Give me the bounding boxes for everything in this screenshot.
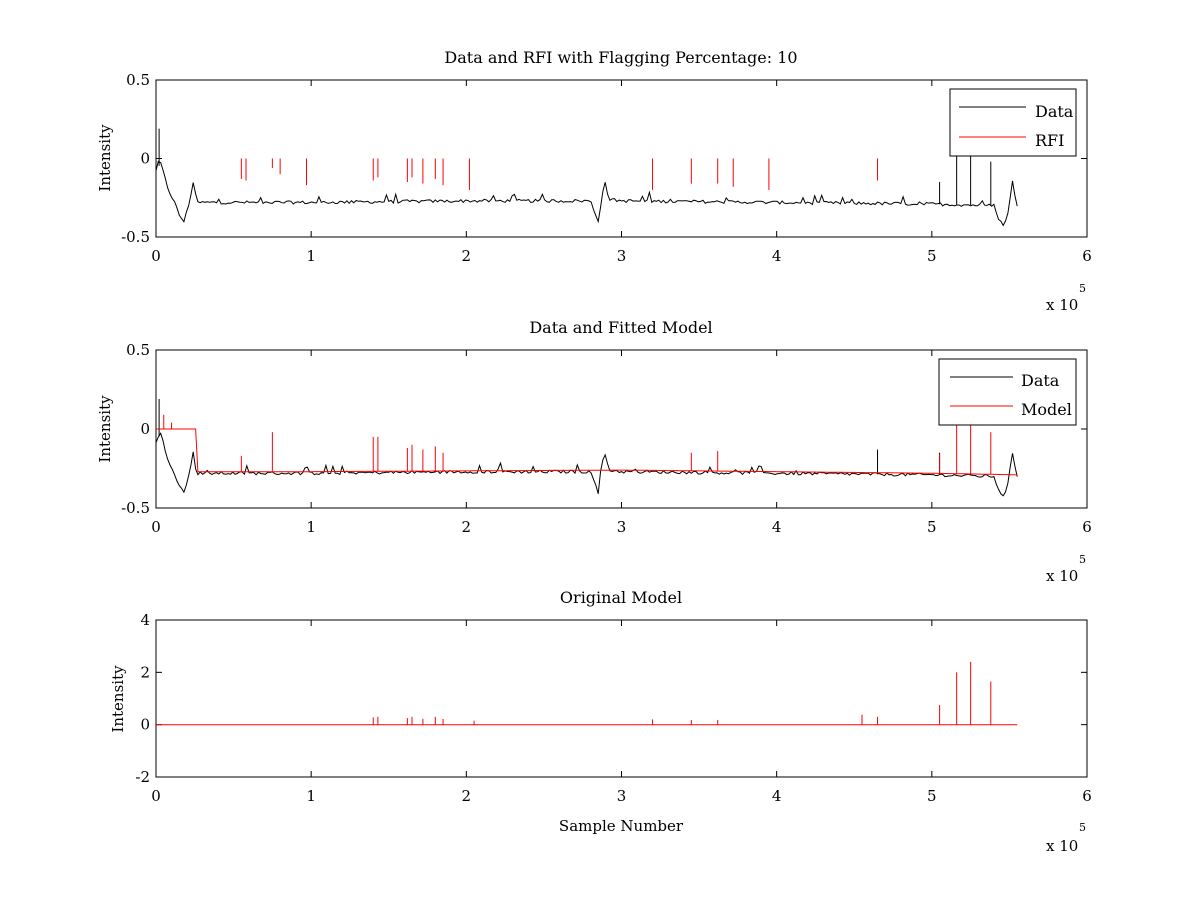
panel-1-xtick-label: 2 — [462, 247, 472, 265]
panel-3-xtick-label: 0 — [151, 787, 161, 805]
panel-2-legend-box — [938, 358, 1077, 426]
panel-2-ytick-label: 0.5 — [126, 341, 150, 359]
panel-3-ytick-label: 0 — [140, 716, 150, 734]
panel-2-series-group — [156, 398, 1018, 497]
panel-3-ytick-label: 4 — [140, 611, 150, 629]
panel-2-ytick-label: -0.5 — [121, 499, 150, 517]
panel-1: Data and RFI with Flagging Percentage: 1… — [96, 48, 1092, 314]
panel-2-xtick-label: 5 — [927, 518, 937, 536]
panel-2-x-exponent: 5 — [1079, 553, 1086, 566]
panel-3-ytick-label: -2 — [135, 768, 150, 786]
panel-3-xtick-label: 4 — [772, 787, 782, 805]
panel-1-series-group — [156, 128, 1018, 227]
panel-3-xtick-label: 1 — [306, 787, 316, 805]
panel-1-axes-box — [155, 79, 1088, 238]
panel-1-xtick-label: 4 — [772, 247, 782, 265]
panel-1-legend-label-data: Data — [1035, 102, 1074, 121]
panel-1-x-multiplier: x 10 — [1046, 296, 1078, 314]
panel-2-xtick-label: 2 — [462, 518, 472, 536]
panel-1-ylabel: Intensity — [96, 124, 114, 192]
panel-1-series-data-line — [156, 160, 1018, 227]
panel-3-x-multiplier: x 10 — [1046, 837, 1078, 855]
panel-2-title: Data and Fitted Model — [529, 318, 712, 337]
panel-1-ytick-label: 0 — [140, 150, 150, 168]
panel-3-xtick-label: 2 — [462, 787, 472, 805]
panel-2-xtick-label: 1 — [306, 518, 316, 536]
panel-2-xtick-label: 4 — [772, 518, 782, 536]
panel-3-xtick-label: 6 — [1082, 787, 1092, 805]
panel-1-xtick-label: 0 — [151, 247, 161, 265]
panel-1-title: Data and RFI with Flagging Percentage: 1… — [444, 48, 797, 67]
panel-1-ytick-label: -0.5 — [121, 228, 150, 246]
panel-2-ytick-label: 0 — [140, 420, 150, 438]
panel-1-plot: 0 1 2 3 4 5 6-0.500.5 — [121, 71, 1092, 265]
panel-2-axes-box — [155, 349, 1088, 509]
panel-2-xtick-label: 3 — [617, 518, 627, 536]
panel-3-xtick-label: 3 — [617, 787, 627, 805]
panel-2-xtick-label: 6 — [1082, 518, 1092, 536]
panel-2-legend-label-data: Data — [1021, 371, 1060, 390]
panel-2-x-multiplier: x 10 — [1046, 567, 1078, 585]
panel-2-legend-label-model: Model — [1021, 400, 1072, 419]
panel-1-legend-box — [949, 88, 1077, 157]
panel-1-ytick-label: 0.5 — [126, 71, 150, 89]
panel-1-xtick-label: 1 — [306, 247, 316, 265]
panel-3-title: Original Model — [560, 588, 682, 607]
panel-1-xtick-label: 5 — [927, 247, 937, 265]
panel-1-legend-label-rfi: RFI — [1035, 131, 1064, 150]
panel-2-legend: Data Model — [938, 358, 1077, 426]
panel-2-ylabel: Intensity — [96, 395, 114, 463]
panel-3-axes-box — [155, 619, 1088, 778]
panel-1-xtick-label: 3 — [617, 247, 627, 265]
panel-3-series-group — [156, 661, 1018, 726]
panel-2-plot: 0 1 2 3 4 5 6-0.500.5 — [121, 341, 1092, 536]
panel-2-series-model-line — [156, 428, 1018, 476]
panel-2-xtick-label: 0 — [151, 518, 161, 536]
panel-3-ylabel: Intensity — [109, 665, 127, 733]
panel-3-xtick-label: 5 — [927, 787, 937, 805]
panel-3-xlabel: Sample Number — [559, 817, 684, 835]
panel-1-x-exponent: 5 — [1079, 282, 1086, 295]
panel-1-xtick-label: 6 — [1082, 247, 1092, 265]
panel-3-ytick-label: 2 — [140, 663, 150, 681]
panel-3-x-exponent: 5 — [1079, 821, 1086, 834]
panel-1-legend: Data RFI — [949, 88, 1077, 157]
panel-2: Data and Fitted Model Intensity 0 1 2 3 4 5 6 -… — [96, 318, 1092, 585]
